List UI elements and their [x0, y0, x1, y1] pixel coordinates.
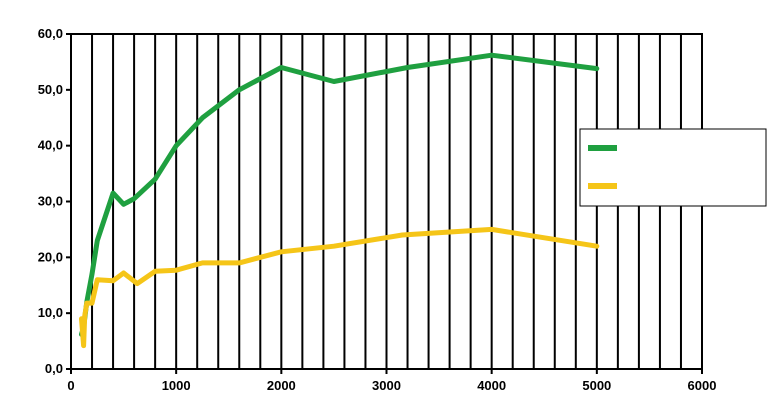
- x-tick-label: 2000: [267, 378, 296, 393]
- legend: [579, 128, 767, 207]
- x-tick-label: 3000: [372, 378, 401, 393]
- y-tick-label: 40,0: [38, 138, 63, 153]
- series-line-2: [79, 226, 600, 349]
- x-tick-label: 0: [67, 378, 74, 393]
- x-tick-label: 5000: [582, 378, 611, 393]
- legend-box: [579, 128, 767, 207]
- x-tick-label: 1000: [162, 378, 191, 393]
- x-tick-label: 4000: [477, 378, 506, 393]
- series-line-1: [79, 52, 600, 337]
- tick-labels: 0,0 10,0 20,0 30,0 40,0 50,0 60,0 0 1000 2000 3000…: [38, 26, 717, 393]
- y-tick-label: 0,0: [45, 361, 63, 376]
- y-tick-label: 30,0: [38, 194, 63, 209]
- y-tick-label: 60,0: [38, 26, 63, 41]
- x-tick-label: 6000: [688, 378, 717, 393]
- series-lines: [79, 52, 600, 349]
- y-tick-label: 10,0: [38, 305, 63, 320]
- y-tick-label: 50,0: [38, 82, 63, 97]
- y-tick-label: 20,0: [38, 249, 63, 264]
